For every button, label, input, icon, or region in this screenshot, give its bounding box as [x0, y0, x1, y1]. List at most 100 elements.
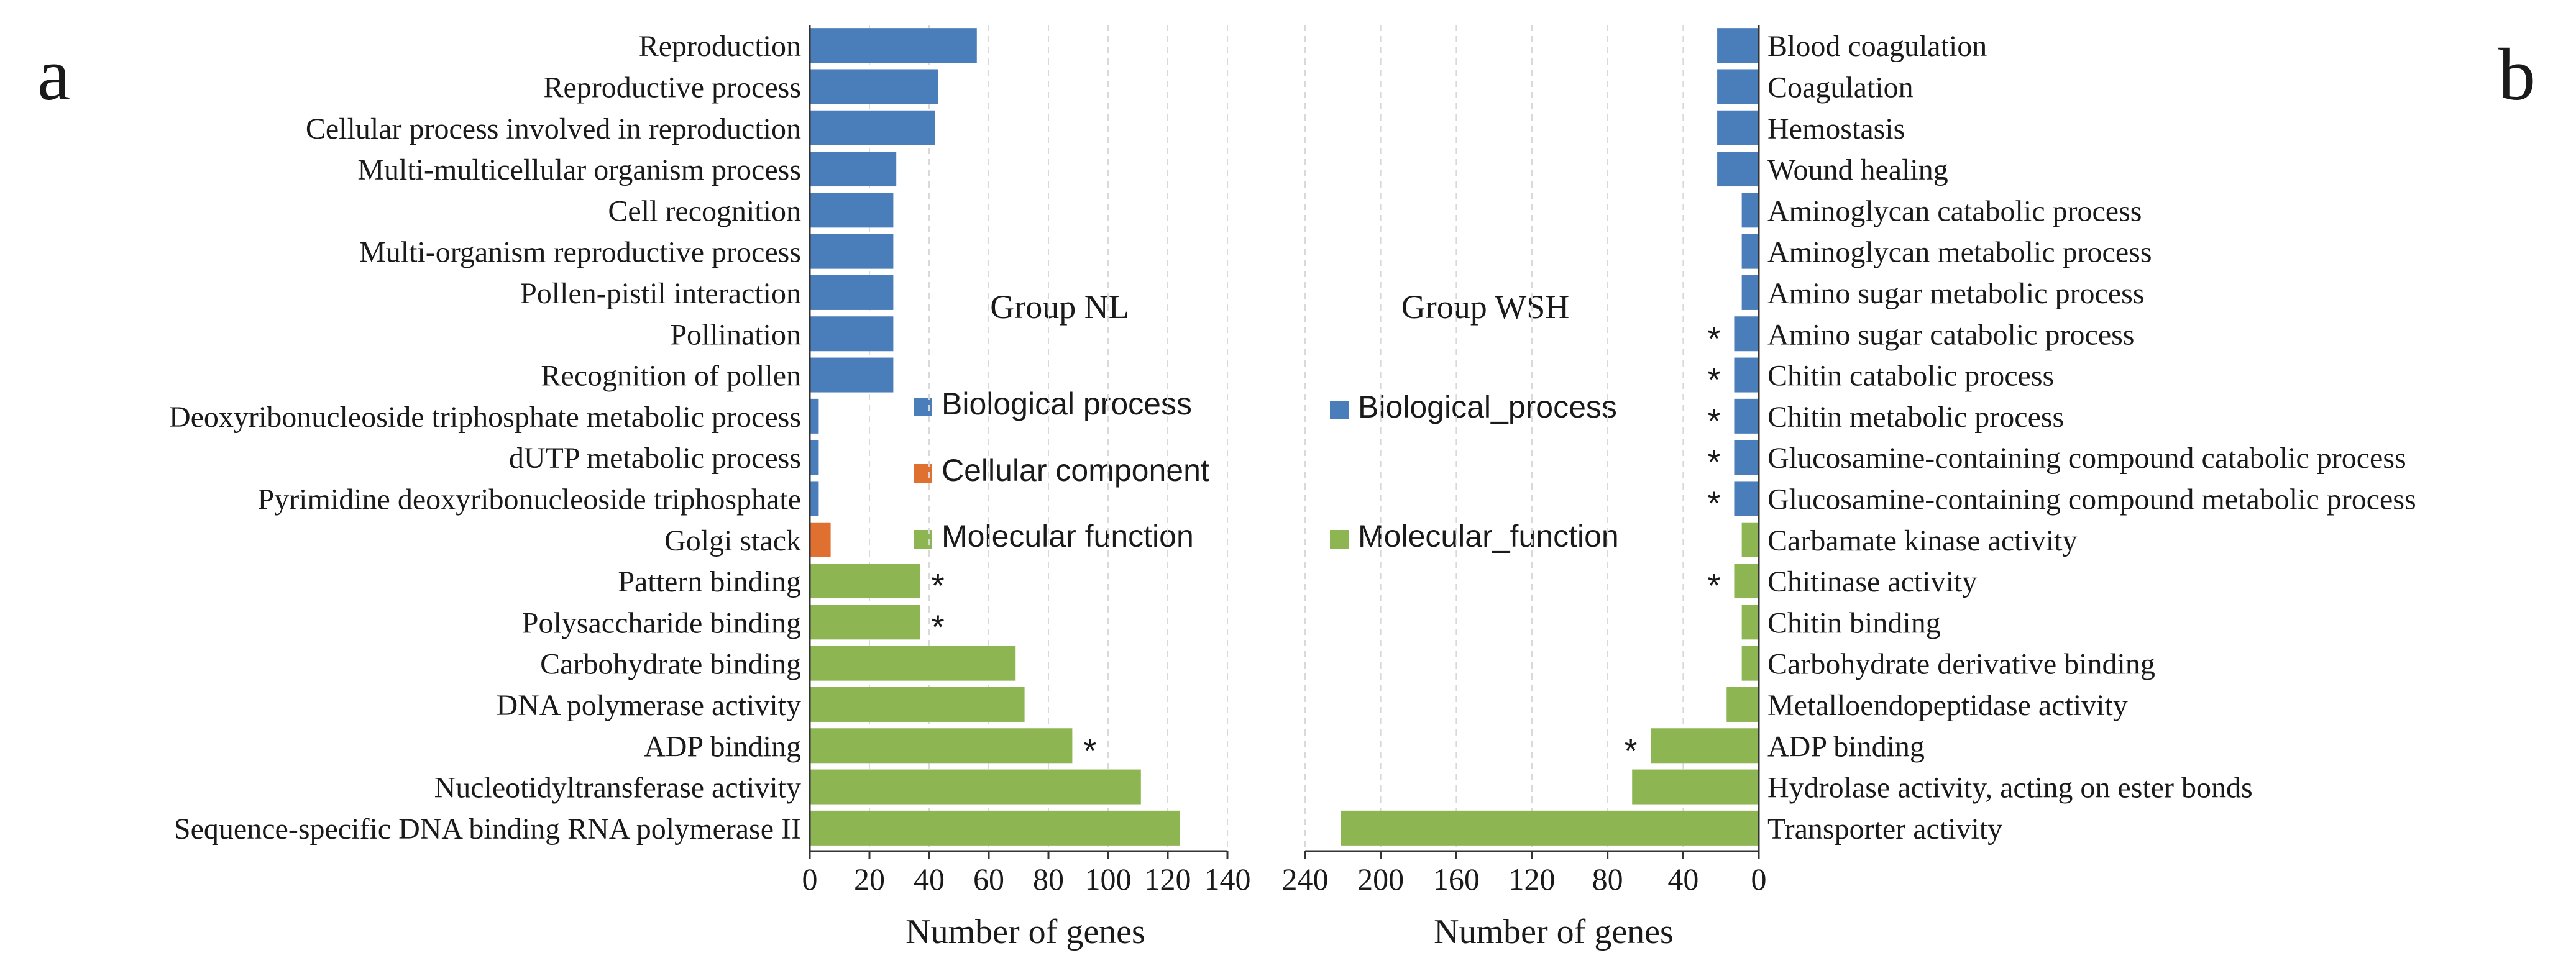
chart-a-category-label: Cell recognition [608, 194, 801, 227]
chart-a-bar [810, 687, 1025, 722]
chart-a-category-label: Recognition of pollen [541, 360, 801, 393]
chart-a-category-label: Nucleotidyltransferase activity [434, 772, 801, 805]
chart-b-bar [1651, 728, 1759, 764]
chart-b-x-tick-label: 120 [1509, 862, 1556, 897]
chart-a-x-tick-label: 0 [802, 862, 818, 897]
panel-b-label: b [2498, 33, 2536, 116]
chart-b-category-label: Hemostasis [1767, 112, 1905, 145]
chart-a-bar [810, 440, 819, 475]
chart-b-x-tick-label: 160 [1433, 862, 1480, 897]
chart-a-bar [810, 810, 1180, 846]
chart-a-category-label: Golgi stack [664, 524, 801, 557]
chart-a-category-label: Reproductive process [543, 71, 801, 104]
chart-b-significance-mark: * [1625, 732, 1638, 769]
chart-b-bar [1717, 69, 1759, 104]
chart-b-bar [1717, 28, 1759, 63]
chart-a-category-label: Deoxyribonucleoside triphosphate metabol… [169, 401, 801, 434]
chart-a-category-label: Pollination [670, 318, 801, 351]
chart-a-bar [810, 564, 920, 599]
chart-b-category-label: Coagulation [1767, 71, 1914, 104]
chart-b-bar [1734, 440, 1759, 475]
chart-a-x-tick-label: 100 [1085, 862, 1132, 897]
chart-a-category-label: Sequence-specific DNA binding RNA polyme… [174, 813, 801, 846]
chart-b-significance-mark: * [1707, 567, 1720, 605]
chart-b-category-label: Amino sugar metabolic process [1767, 277, 2145, 310]
legend-b-swatch-molecular-function [1330, 530, 1349, 549]
chart-b-category-label: Carbohydrate derivative binding [1767, 648, 2155, 681]
chart-b-bar [1734, 481, 1759, 516]
chart-b-bar [1734, 398, 1759, 434]
chart-b-significance-mark: * [1707, 320, 1720, 357]
chart-a-title: Group NL [990, 288, 1129, 326]
chart-a-category-label: Cellular process involved in reproductio… [306, 112, 801, 145]
chart-b-category-label: Chitin binding [1767, 606, 1941, 639]
chart-a-bar [810, 357, 894, 393]
chart-a-category-label: Pyrimidine deoxyribonucleoside triphosph… [258, 483, 802, 516]
chart-b-x-tick-label: 240 [1282, 862, 1329, 897]
chart-b-bar [1734, 316, 1759, 352]
chart-b-category-label: Chitinase activity [1767, 565, 1977, 598]
chart-a-category-label: Polysaccharide binding [522, 606, 801, 639]
chart-b-legend: Biological_process Molecular_function [1330, 390, 1619, 554]
legend-a-label-biological-process: Biological process [942, 386, 1192, 421]
chart-a-x-tick-label: 140 [1204, 862, 1251, 897]
chart-b-category-label: Chitin metabolic process [1767, 401, 2064, 434]
chart-a-category-label: Reproduction [639, 30, 801, 63]
chart-a-significance-mark: * [1083, 732, 1096, 769]
chart-b-plot-area: Blood coagulation Coagulation Hemostasis Wo… [1282, 25, 2416, 897]
chart-b-category-label: Hydrolase activity, acting on ester bond… [1767, 772, 2253, 805]
chart-b-bar [1741, 646, 1759, 681]
chart-b-category-label: Wound healing [1767, 153, 1948, 186]
chart-a-bar [810, 193, 894, 228]
legend-b-label-molecular-function: Molecular_function [1358, 519, 1619, 554]
chart-a-bar [810, 110, 935, 145]
chart-b-bar [1632, 769, 1759, 805]
chart-b-title: Group WSH [1401, 288, 1570, 326]
chart-a-x-tick-label: 60 [973, 862, 1004, 897]
chart-b-significance-mark: * [1707, 362, 1720, 399]
chart-a-category-label: Multi-organism reproductive process [359, 236, 801, 269]
chart-b-x-tick-label: 0 [1751, 862, 1767, 897]
chart-a-category-label: Carbohydrate binding [540, 648, 801, 681]
chart-b-bar [1741, 193, 1759, 228]
chart-b-bar [1717, 110, 1759, 145]
chart-a-x-tick-label: 20 [854, 862, 885, 897]
chart-b-category-label: Transporter activity [1767, 813, 2002, 846]
legend-a-label-molecular-function: Molecular function [942, 519, 1194, 554]
chart-b-category-label: Blood coagulation [1767, 30, 1987, 63]
chart-a-significance-mark: * [932, 567, 945, 605]
chart-a-bar [810, 316, 894, 352]
chart-a-bar [810, 28, 977, 63]
legend-b-label-biological-process: Biological_process [1358, 390, 1617, 424]
chart-a-category-label: Multi-multicellular organism process [357, 153, 801, 186]
chart-a-category-label: ADP binding [644, 730, 801, 763]
chart-a-category-label: Pattern binding [618, 565, 801, 598]
chart-b-bar [1734, 357, 1759, 393]
chart-b-category-label: Glucosamine-containing compound cataboli… [1767, 442, 2406, 475]
chart-a-bar [810, 481, 819, 516]
chart-a-category-label: dUTP metabolic process [509, 442, 801, 475]
chart-b-bar [1726, 687, 1759, 722]
chart-b-bar [1741, 522, 1759, 557]
chart-b-significance-mark: * [1707, 444, 1720, 481]
chart-a-bar [810, 234, 894, 269]
chart-a-category-label: DNA polymerase activity [496, 689, 801, 722]
chart-b-category-label: Aminoglycan catabolic process [1767, 194, 2142, 227]
chart-b-bar [1741, 605, 1759, 640]
chart-a-category-label: Pollen-pistil interaction [520, 277, 801, 310]
chart-a-plot-area: Reproduction Reproductive process Cellular… [169, 25, 1251, 897]
chart-a-bar [810, 605, 920, 640]
chart-b-category-label: Amino sugar catabolic process [1767, 318, 2134, 351]
chart-b-significance-mark: * [1707, 403, 1720, 440]
chart-a-bar [810, 398, 819, 434]
chart-b-bar [1717, 152, 1759, 187]
legend-a-label-cellular-component: Cellular component [942, 453, 1209, 488]
chart-a-x-axis-title: Number of genes [905, 913, 1145, 951]
chart-a-x-tick-label: 40 [914, 862, 945, 897]
chart-a-bar [810, 728, 1073, 764]
chart-b-category-label: Carbamate kinase activity [1767, 524, 2077, 557]
chart-b-category-label: ADP binding [1767, 730, 1925, 763]
chart-a-x-tick-label: 80 [1033, 862, 1064, 897]
chart-a-legend: Biological process Cellular component Mo… [914, 386, 1209, 554]
chart-a-bar [810, 152, 897, 187]
